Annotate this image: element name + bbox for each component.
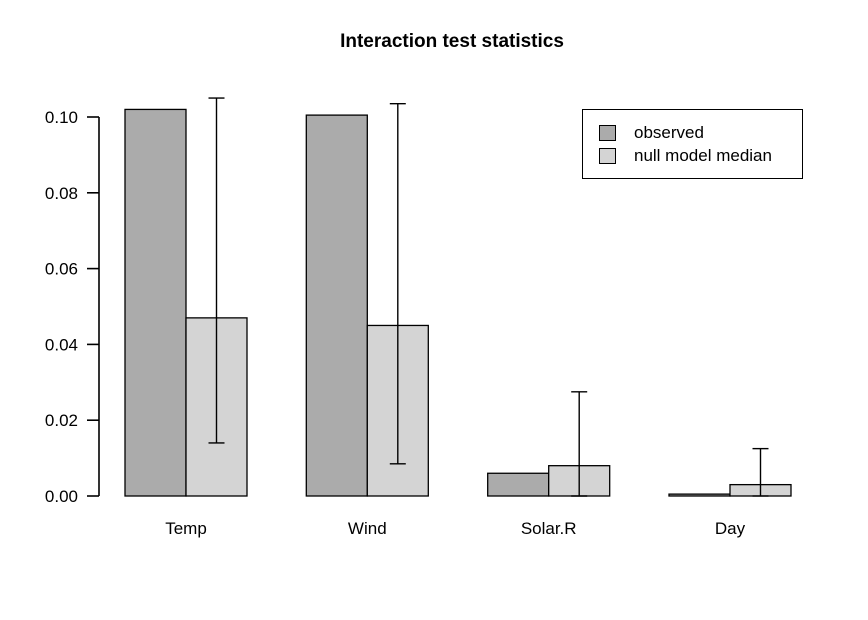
y-tick-label: 0.10 xyxy=(45,108,78,127)
y-tick-label: 0.06 xyxy=(45,260,78,279)
bar-observed-temp xyxy=(124,108,187,497)
chart-title: Interaction test statistics xyxy=(340,31,564,52)
legend-label-observed: observed xyxy=(634,122,704,142)
bar-observed-wind xyxy=(305,114,368,497)
x-category-label-temp: Temp xyxy=(165,519,207,538)
y-tick-label: 0.00 xyxy=(45,487,78,506)
legend-item-null-model-median: null model median xyxy=(599,145,802,165)
legend-swatch-observed xyxy=(599,124,616,141)
legend-box: observed null model median xyxy=(582,109,803,179)
y-tick-label: 0.04 xyxy=(45,335,78,354)
legend-label-null-model-median: null model median xyxy=(634,145,772,165)
bar-observed-solar-r xyxy=(487,472,550,497)
y-tick-label: 0.02 xyxy=(45,411,78,430)
bar-observed-day xyxy=(668,493,731,497)
legend-item-observed: observed xyxy=(599,122,802,142)
legend-swatch-null-model-median xyxy=(599,147,616,164)
x-category-label-day: Day xyxy=(715,519,746,538)
x-category-label-wind: Wind xyxy=(348,519,387,538)
y-tick-label: 0.08 xyxy=(45,184,78,203)
x-category-label-solar-r: Solar.R xyxy=(521,519,577,538)
